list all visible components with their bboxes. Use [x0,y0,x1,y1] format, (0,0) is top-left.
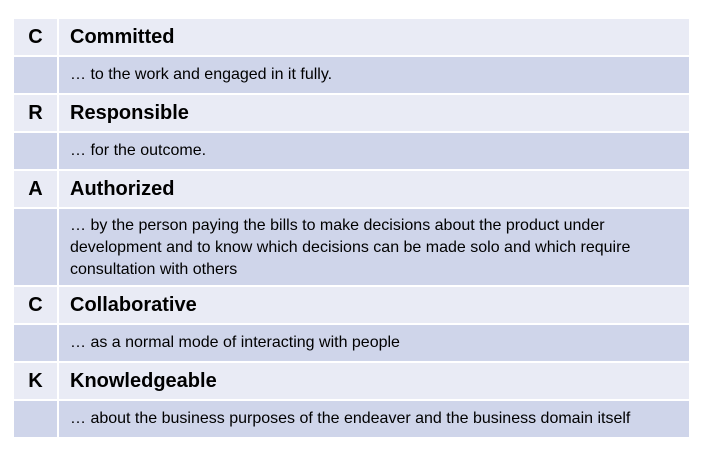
empty-cell [14,401,57,437]
row-letter: K [14,363,57,399]
crack-table: C Committed … to the work and engaged in… [14,19,689,437]
row-description: … about the business purposes of the end… [57,401,689,437]
empty-cell [14,133,57,169]
row-description: … by the person paying the bills to make… [57,209,689,285]
row-term: Authorized [57,171,689,207]
row-letter: C [14,287,57,323]
row-term: Responsible [57,95,689,131]
row-term: Collaborative [57,287,689,323]
empty-cell [14,209,57,285]
empty-cell [14,325,57,361]
row-description: … as a normal mode of interacting with p… [57,325,689,361]
row-description: … to the work and engaged in it fully. [57,57,689,93]
row-letter: C [14,19,57,55]
row-description: … for the outcome. [57,133,689,169]
row-letter: R [14,95,57,131]
empty-cell [14,57,57,93]
row-term: Knowledgeable [57,363,689,399]
row-term: Committed [57,19,689,55]
row-letter: A [14,171,57,207]
